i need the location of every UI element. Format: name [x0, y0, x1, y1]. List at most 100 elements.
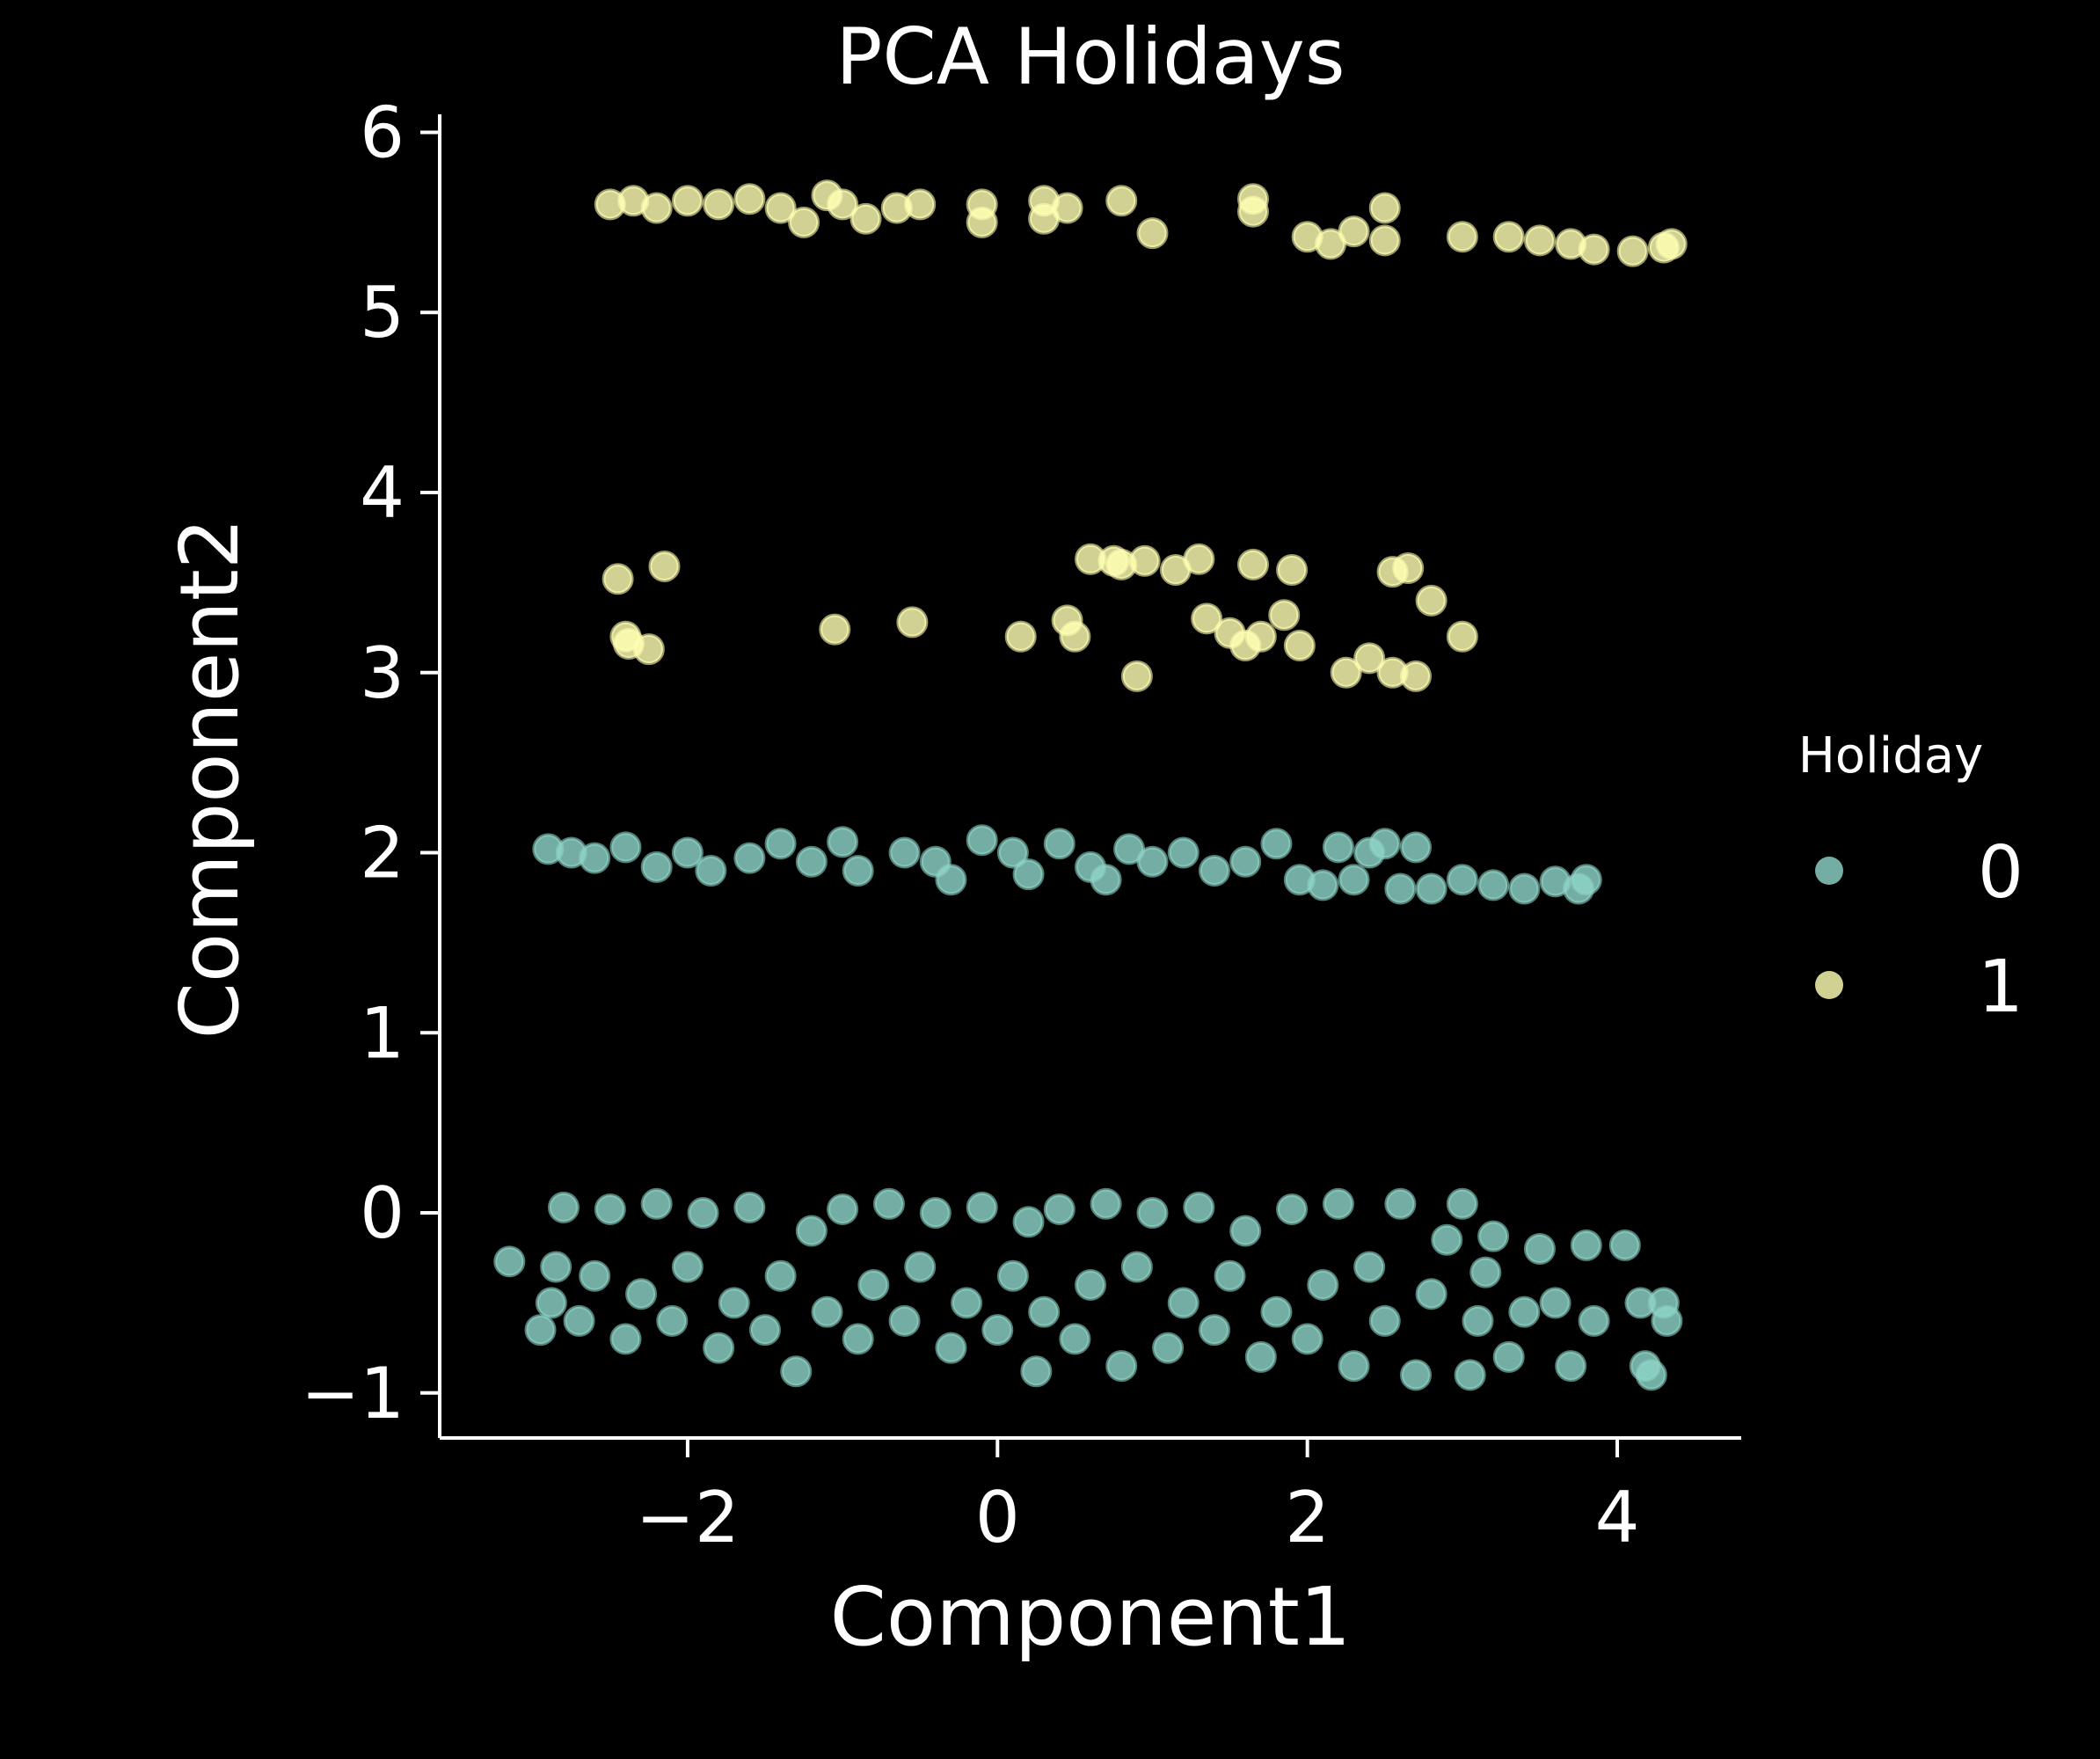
scatter-point — [788, 206, 820, 238]
scatter-point — [1090, 1187, 1122, 1220]
scatter-point — [1616, 235, 1649, 267]
scatter-point — [1338, 1350, 1370, 1383]
scatter-point — [1237, 195, 1269, 228]
scatter-point — [764, 828, 797, 860]
scatter-point — [1400, 1359, 1432, 1391]
scatter-point — [1152, 1332, 1185, 1364]
scatter-point — [1555, 1350, 1587, 1383]
scatter-point — [1260, 828, 1293, 860]
scatter-point — [904, 188, 937, 221]
scatter-point — [935, 1332, 967, 1364]
points-layer — [493, 179, 1688, 1391]
scatter-point — [1353, 1251, 1386, 1283]
scatter-point — [896, 606, 929, 639]
scatter-point — [1368, 828, 1401, 860]
scatter-point — [579, 1259, 611, 1292]
scatter-point — [1075, 1268, 1106, 1301]
scatter-point — [1167, 1287, 1199, 1319]
scatter-point — [733, 1191, 766, 1223]
scatter-point — [1368, 1304, 1401, 1337]
scatter-point — [1446, 1187, 1478, 1220]
scatter-point — [1198, 855, 1230, 887]
scatter-point — [493, 1245, 526, 1278]
legend: Holiday 01 — [1798, 727, 2023, 1029]
scatter-point — [563, 1304, 595, 1337]
scatter-point — [849, 202, 882, 235]
y-tick-label: 5 — [360, 272, 405, 354]
scatter-point — [1136, 217, 1169, 250]
scatter-point — [857, 1268, 890, 1301]
scatter-point — [1469, 1256, 1502, 1288]
scatter-point — [827, 826, 859, 858]
scatter-point — [1291, 1323, 1323, 1355]
scatter-point — [764, 192, 797, 224]
legend-title: Holiday — [1798, 727, 1984, 785]
scatter-point — [919, 1197, 952, 1230]
y-tick-label: 3 — [360, 632, 405, 714]
scatter-point — [1043, 1193, 1076, 1225]
y-tick-label: 0 — [360, 1172, 405, 1254]
scatter-point — [1128, 544, 1161, 577]
scatter-point — [1353, 642, 1386, 675]
scatter-point — [888, 1304, 921, 1337]
scatter-point — [811, 1296, 843, 1328]
scatter-point — [1260, 1296, 1293, 1328]
scatter-point — [1244, 620, 1277, 653]
scatter-point — [1400, 831, 1432, 864]
scatter-point — [1415, 1278, 1447, 1310]
x-tick-label: −2 — [636, 1477, 740, 1558]
scatter-point — [524, 1314, 557, 1347]
scatter-point — [935, 864, 967, 896]
legend-marker — [1815, 971, 1843, 999]
axes — [438, 114, 1741, 1440]
series-0-points — [493, 824, 1683, 1391]
scatter-point — [1539, 1287, 1571, 1319]
scatter-point — [1400, 660, 1432, 692]
scatter-point — [1167, 836, 1199, 869]
y-tick-label: 1 — [360, 992, 405, 1074]
scatter-point — [1635, 1359, 1667, 1391]
scatter-point — [996, 836, 1029, 869]
scatter-point — [1120, 660, 1153, 692]
scatter-point — [904, 1251, 937, 1283]
scatter-point — [1368, 224, 1401, 257]
scatter-point — [795, 1215, 828, 1247]
scatter-point — [1338, 864, 1370, 896]
scatter-point — [1028, 1296, 1061, 1328]
scatter-point — [996, 1259, 1029, 1292]
scatter-point — [1492, 221, 1525, 253]
scatter-point — [1570, 864, 1602, 896]
x-tick-label: 2 — [1285, 1477, 1330, 1558]
scatter-point — [1523, 224, 1556, 257]
scatter-point — [1454, 1359, 1486, 1391]
scatter-point — [671, 1251, 704, 1283]
scatter-point — [1477, 869, 1510, 901]
scatter-point — [1578, 233, 1610, 266]
x-ticks: −2 0 2 4 — [636, 1438, 1640, 1558]
scatter-point — [842, 1323, 874, 1355]
scatter-point — [1043, 828, 1076, 860]
scatter-point — [1059, 620, 1091, 653]
scatter-point — [1229, 845, 1262, 878]
scatter-point — [640, 1187, 673, 1220]
scatter-point — [780, 1355, 813, 1388]
scatter-point — [1268, 599, 1301, 631]
scatter-point — [1392, 552, 1425, 584]
scatter-point — [1191, 602, 1223, 635]
scatter-point — [1462, 1304, 1494, 1337]
scatter-point — [1105, 1350, 1138, 1383]
scatter-point — [1415, 872, 1447, 905]
scatter-point — [1051, 192, 1083, 224]
scatter-point — [1020, 1355, 1053, 1388]
scatter-point — [640, 850, 673, 883]
scatter-point — [966, 824, 998, 857]
scatter-point — [625, 1278, 658, 1310]
scatter-point — [1446, 864, 1478, 896]
scatter-point — [1229, 1215, 1262, 1247]
scatter-point — [703, 1332, 735, 1364]
y-axis-label: Component2 — [163, 518, 257, 1040]
scatter-point — [819, 613, 851, 646]
scatter-point — [966, 1191, 998, 1223]
